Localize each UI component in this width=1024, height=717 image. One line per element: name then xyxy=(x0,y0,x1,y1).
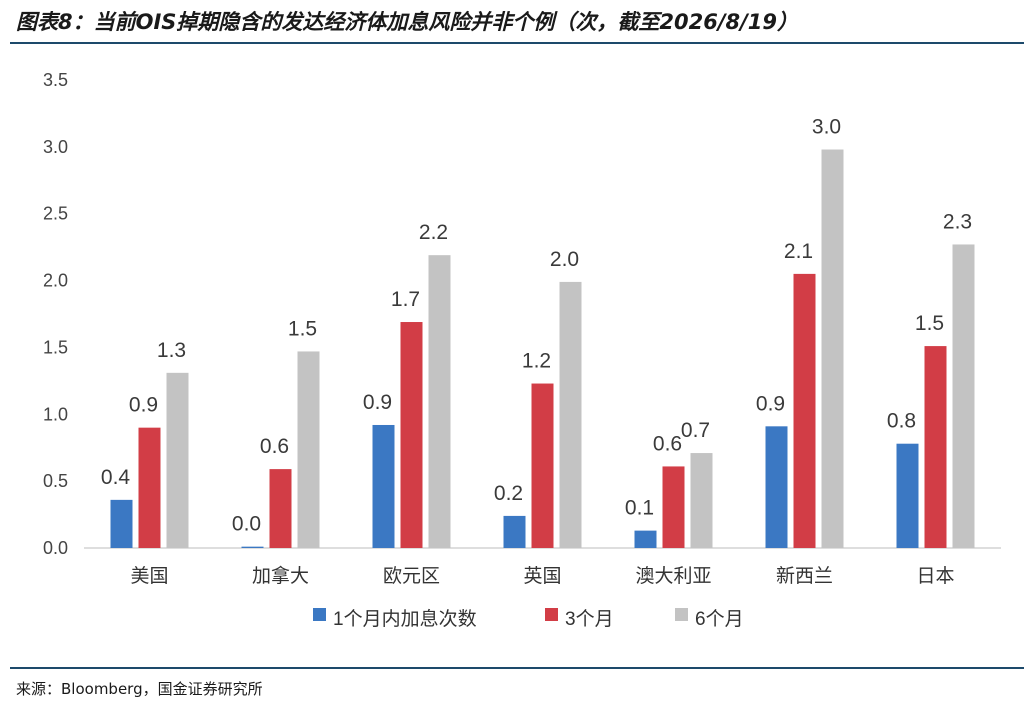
bar-value-label: 1.7 xyxy=(391,288,420,311)
bar xyxy=(166,372,189,548)
bar xyxy=(793,273,816,548)
bar-value-label: 1.2 xyxy=(522,350,551,373)
x-tick-label: 新西兰 xyxy=(776,565,833,587)
bar xyxy=(269,469,292,548)
bar xyxy=(924,346,947,548)
bar xyxy=(559,281,582,548)
bar-value-label: 0.9 xyxy=(756,392,785,415)
legend-label: 3个月 xyxy=(565,608,614,630)
bar xyxy=(297,351,320,548)
top-rule xyxy=(10,42,1024,44)
bar-value-label: 0.9 xyxy=(363,391,392,414)
bar xyxy=(110,499,133,548)
x-tick-label: 日本 xyxy=(916,565,954,587)
bar-value-label: 2.1 xyxy=(784,240,813,263)
bar-value-label: 3.0 xyxy=(812,116,841,139)
x-axis-ticks: 美国 加拿大 欧元区 英国 澳大利亚 新西兰 日本 xyxy=(130,564,954,587)
bar-value-label: 1.3 xyxy=(157,339,186,362)
bar-value-label: 0.4 xyxy=(101,466,131,489)
bar xyxy=(428,255,451,548)
y-tick-label: 3.0 xyxy=(43,137,68,157)
bar-value-label: 2.3 xyxy=(943,210,972,233)
y-tick-label: 0.5 xyxy=(43,471,68,491)
legend-swatch xyxy=(545,608,558,621)
bar xyxy=(138,427,161,548)
bar xyxy=(372,424,395,548)
legend: 1个月内加息次数 3个月 6个月 xyxy=(313,608,744,630)
y-tick-label: 2.0 xyxy=(43,271,68,291)
bar xyxy=(952,244,975,548)
bar-value-label: 0.6 xyxy=(653,432,682,455)
bar-value-label: 1.5 xyxy=(915,312,944,335)
bottom-rule xyxy=(10,667,1024,669)
bar-value-label: 0.6 xyxy=(260,435,289,458)
y-tick-label: 0.0 xyxy=(43,538,68,558)
x-tick-label: 英国 xyxy=(523,565,561,587)
bar-value-label: 2.0 xyxy=(550,248,579,271)
x-tick-label: 欧元区 xyxy=(383,565,440,587)
y-axis-ticks: 0.0 0.5 1.0 1.5 2.0 2.5 3.0 3.5 xyxy=(43,70,68,558)
y-tick-label: 2.5 xyxy=(43,204,68,224)
figure-title: 图表8：当前OIS掉期隐含的发达经济体加息风险并非个例（次，截至2026/8/1… xyxy=(16,10,799,34)
bars-group: 0.4 0.9 1.3 0.0 0.6 1.5 0.9 1.7 2.2 0.2 1.2 2.0 0.1 0… xyxy=(101,116,975,548)
bar-value-label: 0.7 xyxy=(681,419,710,442)
bar xyxy=(241,546,264,548)
bar xyxy=(662,466,685,548)
y-tick-label: 1.0 xyxy=(43,404,68,424)
bar xyxy=(531,383,554,548)
legend-label: 1个月内加息次数 xyxy=(333,608,477,630)
bar-chart: 0.0 0.5 1.0 1.5 2.0 2.5 3.0 3.5 0.4 0.9 1.3 0.0 0.6… xyxy=(43,70,1001,630)
y-tick-label: 1.5 xyxy=(43,337,68,357)
bar xyxy=(896,443,919,548)
legend-swatch xyxy=(313,608,326,621)
legend-label: 6个月 xyxy=(695,608,744,630)
bar xyxy=(765,426,788,548)
bar-value-label: 0.1 xyxy=(625,497,654,520)
y-tick-label: 3.5 xyxy=(43,70,68,90)
bar xyxy=(690,453,713,548)
bar-value-label: 1.5 xyxy=(288,317,317,340)
bar-value-label: 0.9 xyxy=(129,394,158,417)
bar xyxy=(400,322,423,548)
x-tick-label: 加拿大 xyxy=(252,564,309,587)
bar-value-label: 2.2 xyxy=(419,221,448,244)
x-tick-label: 美国 xyxy=(130,565,168,587)
bar-value-label: 0.8 xyxy=(887,410,916,433)
bar xyxy=(503,515,526,548)
bar-value-label: 0.2 xyxy=(494,482,523,505)
bar-value-label: 0.0 xyxy=(232,513,261,536)
legend-swatch xyxy=(675,608,688,621)
x-tick-label: 澳大利亚 xyxy=(635,565,711,587)
bar xyxy=(634,530,657,548)
source-note: 来源：Bloomberg，国金证券研究所 xyxy=(16,680,263,698)
bar xyxy=(821,149,844,548)
